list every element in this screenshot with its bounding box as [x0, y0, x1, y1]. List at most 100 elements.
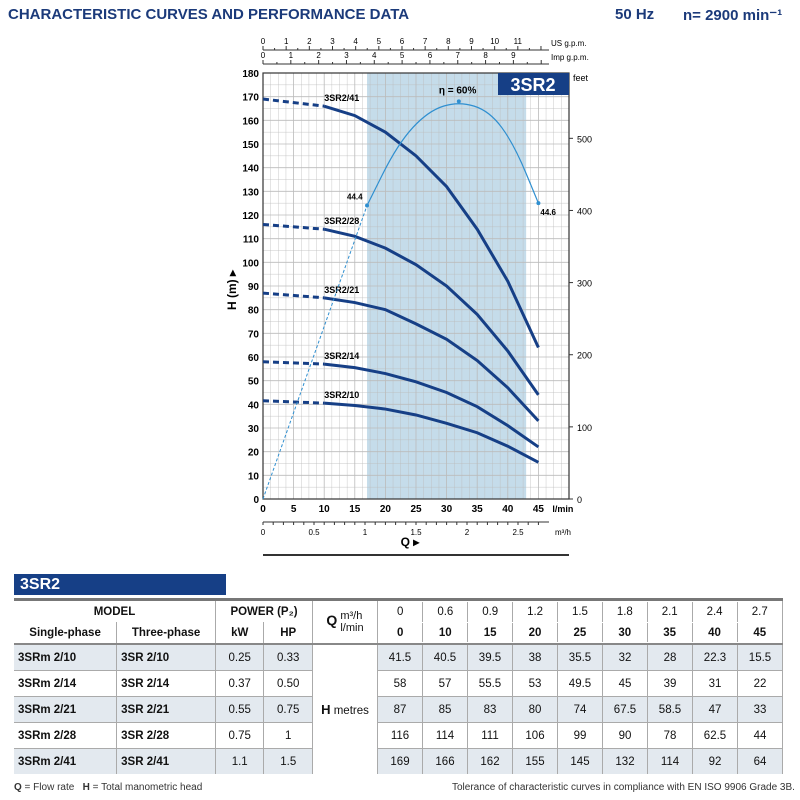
power-kw: 0.25 — [215, 643, 265, 671]
curve-3SR2/41 — [323, 104, 540, 349]
y2-tick-label: 500 — [577, 134, 592, 144]
x-tick-label: 40 — [502, 504, 514, 515]
top-axis-label: 1 — [289, 51, 294, 60]
x-tick-label: 20 — [380, 504, 392, 515]
y-tick-label: 70 — [248, 329, 260, 340]
m3h-axis-unit: m³/h — [555, 528, 571, 537]
lmin-label: l/min — [340, 622, 364, 634]
y-tick-label: 110 — [243, 235, 260, 246]
x-unit: l/min — [552, 504, 573, 514]
top-axis-label: 3 — [344, 51, 349, 60]
x-tick-label: 10 — [319, 504, 331, 515]
y-tick-label: 50 — [248, 377, 260, 388]
table-row: 3SRm 2/10 3SR 2/10 0.25 0.33 H metres 41.5 40.… — [14, 643, 783, 774]
single-phase-model: 3SRm 2/28 — [14, 722, 118, 749]
q-m3h: 2.4 — [692, 601, 738, 622]
curve-dashed-3SR2/21 — [262, 291, 325, 300]
m3h-label: m³/h — [340, 610, 363, 622]
table-row: 3SRm 2/28 3SR 2/28 0.75 1 116 114 111 106 99 90 78… — [14, 722, 783, 749]
curve-label: 3SR2/10 — [324, 390, 359, 400]
x-tick-label: 15 — [349, 504, 361, 515]
head-value: 87 — [377, 696, 423, 723]
y-tick-label: 180 — [242, 69, 259, 80]
power-header: POWER (P₂) — [215, 599, 314, 622]
head-value: 22.3 — [692, 643, 738, 671]
head-value: 22 — [737, 670, 783, 697]
single-phase-model: 3SRm 2/10 — [14, 643, 118, 671]
q-lmin: 25 — [557, 623, 603, 642]
three-phase-model: 3SR 2/21 — [116, 696, 216, 723]
three-phase-model: 3SR 2/41 — [116, 748, 216, 774]
q-lmin: 15 — [467, 623, 514, 642]
head-value: 35.5 — [557, 643, 603, 671]
curve-3SR2/28 — [323, 227, 540, 396]
curve-dashed-3SR2/28 — [262, 222, 325, 231]
table-row: 3SRm 2/41 3SR 2/41 1.1 1.5 169 166 162 155 145 13… — [14, 748, 783, 774]
three-phase-header: Three-phase — [116, 622, 216, 644]
q-lmin: 20 — [512, 623, 558, 642]
head-value: 92 — [692, 748, 738, 774]
y-tick-label: 80 — [248, 306, 260, 317]
q-label: Q — [326, 611, 338, 628]
head-value: 90 — [602, 722, 648, 749]
top-axis-label: 5 — [377, 37, 382, 46]
power-hp: 1.5 — [263, 748, 313, 774]
x-tick-label: 0 — [260, 504, 266, 515]
y-tick-label: 0 — [253, 495, 259, 506]
power-hp: 1 — [263, 722, 313, 749]
q-m3h: 0 — [378, 601, 424, 622]
head-value: 62.5 — [692, 722, 738, 749]
top-axis-label: 4 — [372, 51, 377, 60]
three-phase-model: 3SR 2/28 — [116, 722, 216, 749]
y-tick-label: 140 — [242, 164, 259, 175]
top-axis-label: 8 — [483, 51, 488, 60]
q-lmin: 35 — [647, 623, 693, 642]
curve-label: 3SR2/41 — [324, 93, 359, 103]
head-value: 47 — [692, 696, 738, 723]
head-value: 31 — [692, 670, 738, 697]
curve-label: 3SR2/21 — [324, 285, 359, 295]
kw-header: kW — [215, 622, 265, 644]
head-value: 32 — [602, 643, 648, 671]
head-value: 78 — [647, 722, 693, 749]
single-phase-model: 3SRm 2/41 — [14, 748, 118, 774]
m3h-axis-label: 1 — [363, 528, 368, 537]
head-value: 49.5 — [557, 670, 603, 697]
head-value: 28 — [647, 643, 693, 671]
speed: n= 2900 min⁻¹ — [683, 7, 783, 24]
tolerance-note: Tolerance of characteristic curves in co… — [452, 782, 795, 793]
m3h-axis-label: 0.5 — [308, 528, 320, 537]
q-legend: Q — [14, 782, 22, 793]
head-value: 166 — [422, 748, 468, 774]
curve-dashed-3SR2/10 — [262, 399, 325, 405]
y-tick-label: 150 — [242, 140, 259, 151]
head-value: 67.5 — [602, 696, 648, 723]
head-value: 58.5 — [647, 696, 693, 723]
q-legend-text: = Flow rate — [21, 782, 75, 793]
q-m3h: 2.7 — [751, 605, 768, 618]
three-phase-model: 3SR 2/14 — [116, 670, 216, 697]
head-value: 85 — [422, 696, 468, 723]
top-axis-label: 8 — [446, 37, 451, 46]
top-axis-label: 10 — [490, 37, 499, 46]
y-tick-label: 120 — [242, 211, 259, 222]
y2-tick-label: 0 — [577, 495, 582, 505]
x-tick-label: 35 — [472, 504, 484, 515]
top-axis-label: 0 — [261, 37, 266, 46]
efficiency-dashed — [262, 205, 368, 500]
top-axis-unit: US g.p.m. — [551, 39, 587, 48]
h-legend-text: = Total manometric head — [89, 782, 203, 793]
head-value: 169 — [377, 748, 423, 774]
head-value: 57 — [422, 670, 468, 697]
m3h-axis-label: 0 — [261, 528, 266, 537]
table-row: 3SRm 2/21 3SR 2/21 0.55 0.75 87 85 83 80 74 67.5 5… — [14, 696, 783, 723]
top-axis-label: 7 — [456, 51, 461, 60]
head-value: 58 — [377, 670, 423, 697]
plot-frame — [262, 72, 570, 500]
model-badge — [498, 73, 569, 95]
top-axis-label: 2 — [316, 51, 321, 60]
power-kw: 0.75 — [215, 722, 265, 749]
head-value: 114 — [422, 722, 468, 749]
m3h-axis-label: 2 — [465, 528, 470, 537]
q-m3h: 2.1 — [647, 601, 693, 622]
